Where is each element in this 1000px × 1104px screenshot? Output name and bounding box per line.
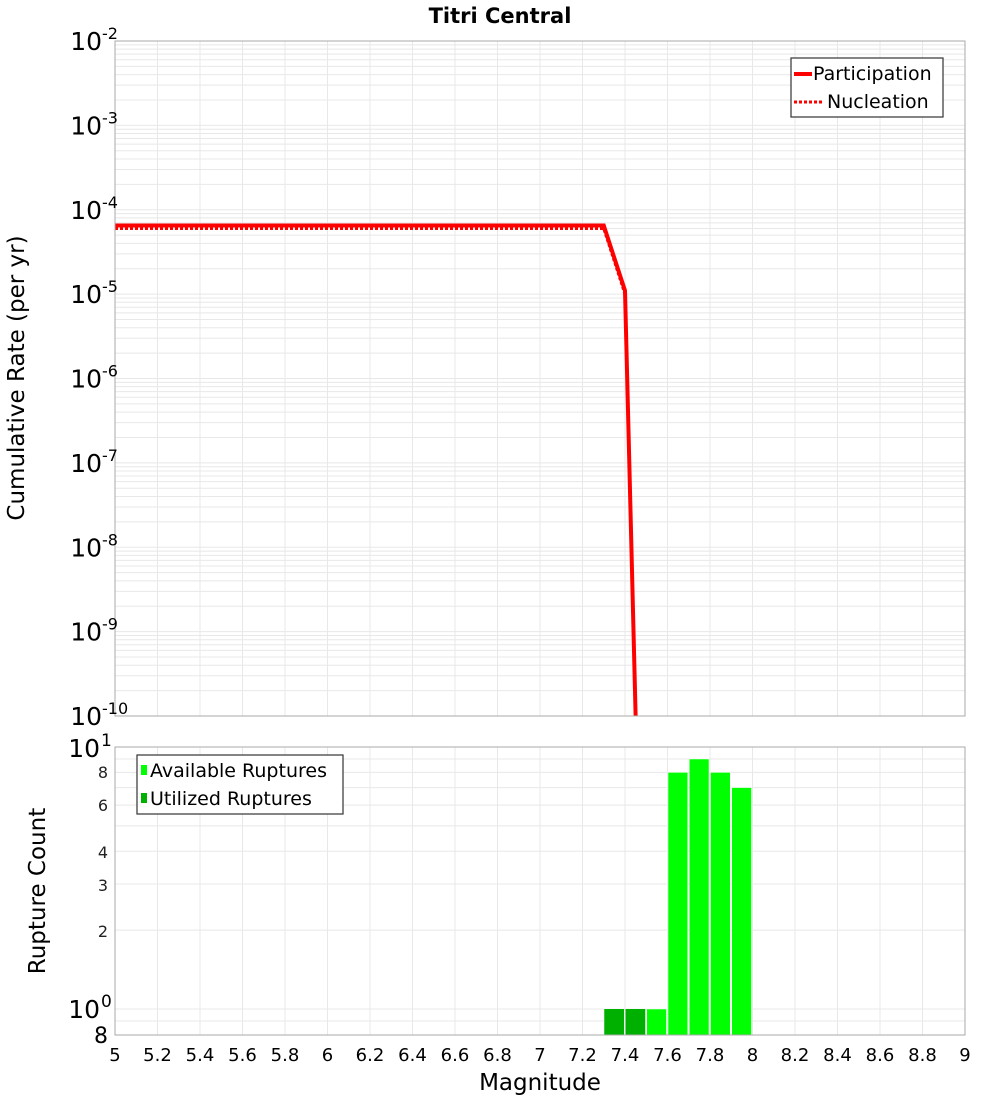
- bottom-y-axis-ticks: 10 1 8 6 4 3 2 10 0 8: [68, 731, 112, 1049]
- ytick-label: 10: [70, 280, 102, 309]
- bar-available: [689, 759, 709, 1035]
- bar-utilized: [626, 1009, 646, 1035]
- ytick-label: 10: [70, 533, 102, 562]
- xtick-label: 8.4: [823, 1045, 852, 1066]
- top-legend: Participation Nucleation: [791, 58, 943, 117]
- xtick-label: 8.8: [908, 1045, 937, 1066]
- ytick-0.8: 8: [94, 1024, 108, 1049]
- ytick-10-1-exp: 1: [101, 731, 112, 751]
- xtick-label: 5.4: [186, 1045, 215, 1066]
- ytick-label: 10: [70, 702, 102, 731]
- xtick-label: 7.8: [696, 1045, 725, 1066]
- ytick-4: 4: [98, 843, 108, 862]
- xtick-label: 7.2: [568, 1045, 597, 1066]
- xtick-label: 6.8: [483, 1045, 512, 1066]
- xtick-label: 8: [747, 1045, 758, 1066]
- ytick-2: 2: [98, 922, 108, 941]
- ytick-exponent: -5: [102, 277, 118, 296]
- xtick-label: 8.6: [866, 1045, 895, 1066]
- legend-nucleation: Nucleation: [827, 91, 929, 113]
- xtick-label: 7: [534, 1045, 545, 1066]
- available-legend-swatch: [141, 765, 147, 775]
- ytick-label: 10: [70, 27, 102, 56]
- chart-title: Titri Central: [429, 4, 572, 28]
- xtick-label: 7.6: [653, 1045, 682, 1066]
- ytick-exponent: -4: [102, 193, 118, 212]
- x-axis-ticks: 5 5.2 5.4 5.6 5.8 6 6.2 6.4 6.6 6.8 7 7.2 7.4 7.6 7.8 8…: [109, 1045, 970, 1066]
- ytick-label: 10: [70, 449, 102, 478]
- ytick-3: 3: [98, 876, 108, 895]
- xtick-label: 8.2: [781, 1045, 810, 1066]
- xtick-label: 5: [109, 1045, 120, 1066]
- ytick-exponent: -10: [102, 699, 128, 718]
- ytick-exponent: -9: [102, 615, 118, 634]
- ytick-label: 10: [70, 111, 102, 140]
- ytick-8: 8: [98, 763, 108, 782]
- ytick-label: 10: [70, 365, 102, 394]
- bottom-plot: 10 1 8 6 4 3 2 10 0 8 Rupture Count Avai…: [25, 731, 971, 1096]
- top-y-axis-label: Cumulative Rate (per yr): [4, 235, 30, 520]
- bar-available: [711, 772, 731, 1035]
- ytick-label: 10: [70, 196, 102, 225]
- ytick-6: 6: [98, 796, 108, 815]
- ytick-exponent: -2: [102, 24, 118, 43]
- chart-figure: Titri Central 10-210-310-410-510-610-710…: [0, 0, 1000, 1100]
- x-axis-label: Magnitude: [479, 1070, 601, 1096]
- xtick-label: 6.4: [398, 1045, 427, 1066]
- ytick-10-0-exp: 0: [101, 992, 112, 1012]
- ytick-10-1: 10: [68, 734, 100, 763]
- ytick-exponent: -8: [102, 530, 118, 549]
- xtick-label: 5.8: [271, 1045, 300, 1066]
- xtick-label: 6: [322, 1045, 333, 1066]
- ytick-10-0: 10: [68, 995, 100, 1024]
- ytick-exponent: -6: [102, 362, 118, 381]
- ytick-exponent: -7: [102, 446, 118, 465]
- legend-utilized-ruptures: Utilized Ruptures: [150, 788, 312, 810]
- ytick-exponent: -3: [102, 108, 118, 127]
- bottom-legend: Available Ruptures Utilized Ruptures: [137, 755, 343, 814]
- top-plot: 10-210-310-410-510-610-710-810-910-10 Cu…: [4, 24, 965, 731]
- bottom-y-axis-label: Rupture Count: [25, 808, 51, 974]
- xtick-label: 9: [959, 1045, 970, 1066]
- xtick-label: 5.2: [143, 1045, 172, 1066]
- ytick-label: 10: [70, 618, 102, 647]
- xtick-label: 6.2: [356, 1045, 385, 1066]
- bar-available: [647, 1009, 667, 1035]
- bar-available: [668, 772, 688, 1035]
- xtick-label: 7.4: [611, 1045, 640, 1066]
- utilized-legend-swatch: [141, 793, 147, 803]
- xtick-label: 5.6: [228, 1045, 257, 1066]
- bar-available: [732, 788, 752, 1035]
- legend-available-ruptures: Available Ruptures: [150, 760, 327, 782]
- bar-utilized: [604, 1009, 624, 1035]
- legend-participation: Participation: [813, 63, 932, 85]
- top-grid: [115, 41, 965, 716]
- xtick-label: 6.6: [441, 1045, 470, 1066]
